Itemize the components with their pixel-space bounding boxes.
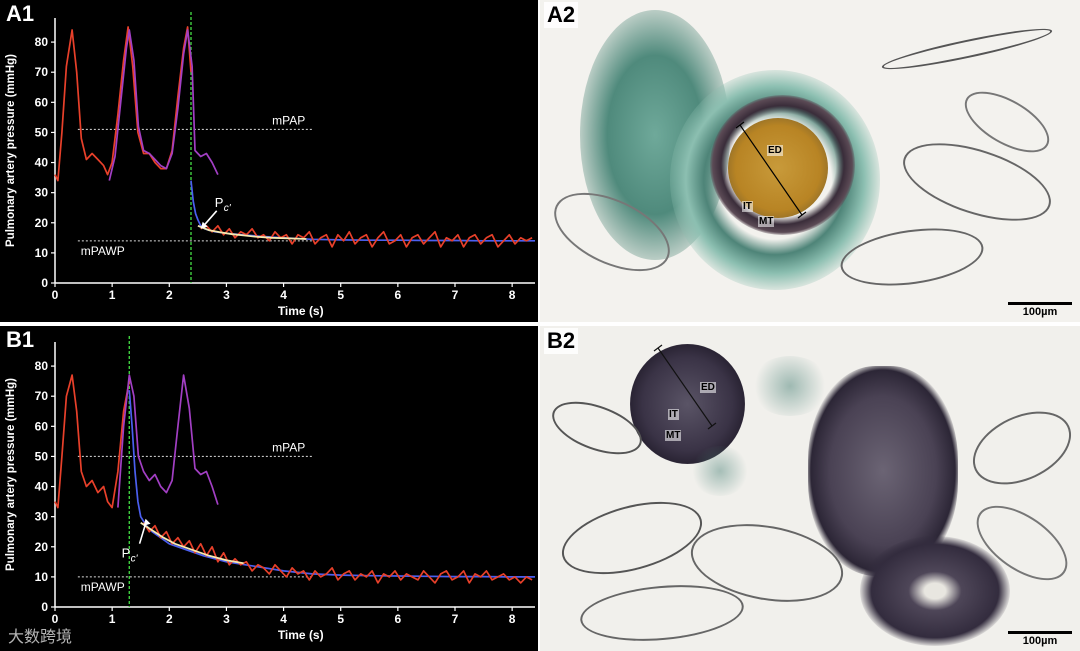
- panel-b1: B1 0 1 2 3 4 5 6 7 8 0 10 20 30 40 50 60 70 80 Time (s) Pul…: [0, 326, 538, 651]
- y-tick-label: 80: [35, 359, 49, 373]
- x-tick-label: 5: [337, 288, 344, 302]
- vessel-wall: [630, 344, 745, 464]
- y-tick-label: 60: [35, 419, 49, 433]
- x-tick-label: 2: [166, 288, 173, 302]
- y-tick-label: 60: [35, 95, 49, 109]
- series-line: [117, 374, 219, 508]
- panel-label-b1: B1: [6, 327, 35, 352]
- pc-arrowhead: [143, 518, 151, 526]
- y-tick-label: 20: [35, 216, 49, 230]
- scalebar-b2: 100µm: [1008, 631, 1072, 647]
- x-tick-label: 3: [223, 288, 230, 302]
- panel-a1: A1 0 1 2 3 4 5 6 7 8 0 10 20 30 40 50 60 70 80 Time (s) Pul…: [0, 0, 538, 322]
- x-tick-label: 6: [395, 612, 402, 626]
- y-tick-label: 10: [35, 570, 49, 584]
- x-tick-label: 2: [166, 612, 173, 626]
- x-tick-label: 4: [280, 612, 287, 626]
- x-tick-label: 3: [223, 612, 230, 626]
- x-tick-label: 1: [109, 612, 116, 626]
- series-line: [54, 374, 131, 509]
- pc-label: P: [122, 546, 131, 561]
- x-axis-label: Time (s): [278, 628, 324, 642]
- pc-subscript: c': [224, 203, 232, 214]
- x-tick-label: 1: [109, 288, 116, 302]
- measurement-line: [735, 121, 807, 219]
- pc-subscript: c': [131, 554, 139, 565]
- series-line: [108, 29, 219, 181]
- watermark: 大数跨境: [8, 627, 73, 646]
- y-axis-label: Pulmonary artery pressure (mmHg): [5, 378, 17, 571]
- panel-label-b2: B2: [544, 328, 579, 354]
- x-tick-label: 7: [452, 612, 459, 626]
- y-tick-label: 50: [35, 125, 49, 139]
- green-tissue: [690, 446, 750, 496]
- x-tick-label: 0: [52, 612, 59, 626]
- label-ed: ED: [700, 382, 716, 393]
- x-tick-label: 5: [337, 612, 344, 626]
- y-tick-label: 0: [41, 276, 48, 290]
- pc-arrowhead: [200, 221, 208, 229]
- reference-line-label: mPAWP: [81, 244, 125, 258]
- scalebar-a2: 100µm: [1008, 302, 1072, 318]
- reference-line-label: mPAP: [272, 440, 305, 454]
- label-ed: ED: [767, 145, 783, 156]
- label-it: IT: [742, 201, 753, 212]
- x-tick-label: 8: [509, 612, 516, 626]
- series-line: [200, 224, 533, 248]
- label-mt: MT: [758, 216, 775, 227]
- label-mt: MT: [665, 430, 682, 441]
- pc-label: P: [215, 195, 224, 210]
- y-tick-label: 10: [35, 246, 49, 260]
- y-tick-label: 20: [35, 540, 49, 554]
- panel-label-a1: A1: [6, 1, 35, 26]
- scalebar-label: 100µm: [1022, 306, 1058, 318]
- scalebar-label: 100µm: [1022, 635, 1058, 647]
- panel-b2: B2 ED IT MT 100µm: [540, 326, 1080, 651]
- y-tick-label: 30: [35, 510, 49, 524]
- series-line: [190, 180, 535, 242]
- x-tick-label: 4: [280, 288, 287, 302]
- y-tick-label: 30: [35, 186, 49, 200]
- panel-a2: A2 ED IT MT 100µm: [540, 0, 1080, 322]
- reference-line-label: mPAP: [272, 113, 305, 127]
- series-line: [142, 522, 533, 584]
- y-axis-label: Pulmonary artery pressure (mmHg): [5, 54, 17, 247]
- x-tick-label: 7: [452, 288, 459, 302]
- green-tissue: [750, 356, 830, 416]
- x-tick-label: 8: [509, 288, 516, 302]
- x-axis-label: Time (s): [278, 304, 324, 318]
- y-tick-label: 40: [35, 156, 49, 170]
- y-tick-label: 70: [35, 65, 49, 79]
- label-it: IT: [668, 409, 679, 420]
- reference-line-label: mPAWP: [81, 580, 125, 594]
- series-line: [197, 224, 307, 240]
- series-line: [128, 390, 535, 578]
- y-tick-label: 70: [35, 389, 49, 403]
- measurement-line: [653, 344, 717, 430]
- series-line: [140, 521, 244, 565]
- y-tick-label: 40: [35, 480, 49, 494]
- x-tick-label: 0: [52, 288, 59, 302]
- y-tick-label: 50: [35, 449, 49, 463]
- vessel-wall: [860, 536, 1010, 646]
- y-tick-label: 80: [35, 35, 49, 49]
- panel-label-a2: A2: [544, 2, 579, 28]
- pc-arrow: [138, 523, 147, 544]
- y-tick-label: 0: [41, 600, 48, 614]
- x-tick-label: 6: [395, 288, 402, 302]
